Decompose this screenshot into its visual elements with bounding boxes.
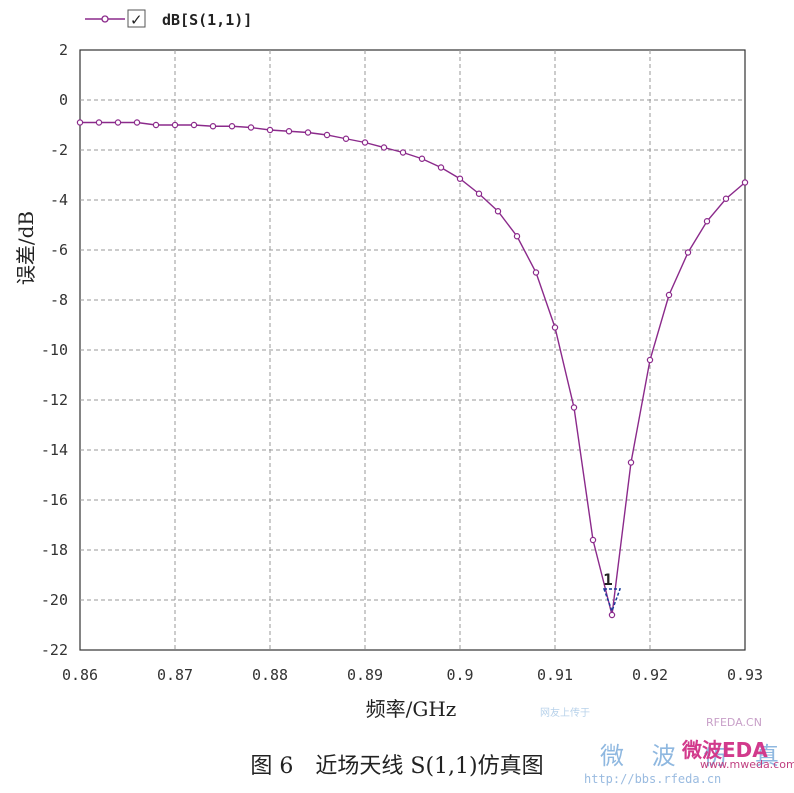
data-point [133, 119, 141, 126]
figure-caption: 图 6 近场天线 S(1,1)仿真图 [250, 754, 544, 779]
y-tick-label: -18 [41, 541, 68, 559]
marker-triangle [602, 588, 622, 614]
watermark-main: 微 波 仿 真 [600, 742, 789, 770]
data-point [399, 149, 407, 156]
data-point [475, 190, 483, 197]
x-tick-label: 0.93 [727, 666, 763, 684]
data-point [190, 121, 198, 129]
data-point [266, 126, 274, 134]
x-tick-label: 0.91 [537, 666, 573, 684]
legend-marker [101, 15, 109, 23]
watermark-brand: 微波EDA [682, 738, 768, 762]
y-tick-label: -22 [41, 641, 68, 659]
watermark-brand-small: RFEDA.CN [706, 716, 762, 729]
y-tick-label: -20 [41, 591, 68, 609]
data-point [304, 129, 312, 136]
y-tick-label: 2 [59, 41, 68, 59]
data-point [95, 119, 103, 126]
legend-check-icon: ✓ [130, 11, 143, 29]
x-tick-label: 0.87 [157, 666, 193, 684]
chart-svg: 2 0 -2 -4 -6 -8 -10 -12 -14 -16 -18 -20 -22 0.86 0.87… [14, 9, 763, 721]
data-point [532, 269, 540, 276]
legend[interactable]: ✓ dB[S(1,1)] [85, 9, 252, 29]
y-tick-label: -10 [41, 341, 68, 359]
data-point [380, 144, 388, 151]
data-point [665, 291, 673, 299]
y-tick-label: -6 [50, 241, 68, 259]
y-tick-label: -8 [50, 291, 68, 309]
x-tick-label: 0.9 [446, 666, 473, 684]
y-tick-label: -14 [41, 441, 68, 459]
data-point [703, 218, 711, 225]
data-point [551, 324, 559, 331]
y-tick-label: -12 [41, 391, 68, 409]
y-tick-label: -2 [50, 141, 68, 159]
x-tick-label: 0.88 [252, 666, 288, 684]
watermark-url-bbs: http://bbs.rfeda.cn [584, 772, 722, 786]
data-point [570, 404, 578, 411]
data-point [684, 249, 692, 256]
data-point [513, 233, 521, 240]
marker-layer: 1 [602, 570, 622, 614]
y-tick-label: -4 [50, 191, 68, 209]
data-point [209, 123, 217, 130]
x-tick-labels: 0.86 0.87 0.88 0.89 0.9 0.91 0.92 0.93 [62, 666, 763, 684]
data-point [722, 195, 730, 202]
x-tick-label: 0.89 [347, 666, 383, 684]
data-point [741, 179, 749, 186]
legend-checkbox[interactable] [127, 9, 146, 28]
data-point [171, 121, 179, 129]
x-axis-title: 频率/GHz [366, 697, 457, 721]
data-point [342, 135, 350, 142]
y-tick-label: -16 [41, 491, 68, 509]
data-point [418, 155, 426, 162]
data-point [285, 128, 293, 135]
data-point [437, 164, 445, 171]
data-point [247, 124, 255, 131]
data-point [323, 131, 331, 139]
data-point [494, 208, 502, 215]
grid-lines [80, 50, 745, 650]
data-point [228, 123, 236, 130]
data-point [589, 536, 597, 544]
marker-label: 1 [603, 570, 613, 589]
y-axis-title: 误差/dB [14, 211, 38, 285]
data-point [76, 119, 84, 126]
y-tick-label: 0 [59, 91, 68, 109]
data-point [608, 611, 616, 619]
x-tick-label: 0.86 [62, 666, 98, 684]
legend-label: dB[S(1,1)] [162, 11, 252, 29]
data-point [456, 175, 464, 182]
watermark-url: www.mweda.com [700, 758, 794, 771]
data-point [114, 119, 122, 126]
x-tick-label: 0.92 [632, 666, 668, 684]
series-layer [76, 119, 749, 619]
data-point [361, 139, 369, 146]
watermark-sub: 网友上传于 [540, 708, 590, 719]
y-tick-labels: 2 0 -2 -4 -6 -8 -10 -12 -14 -16 -18 -20 -22 [41, 41, 68, 659]
data-point [627, 459, 635, 466]
data-point [152, 121, 160, 129]
data-point [646, 356, 654, 364]
